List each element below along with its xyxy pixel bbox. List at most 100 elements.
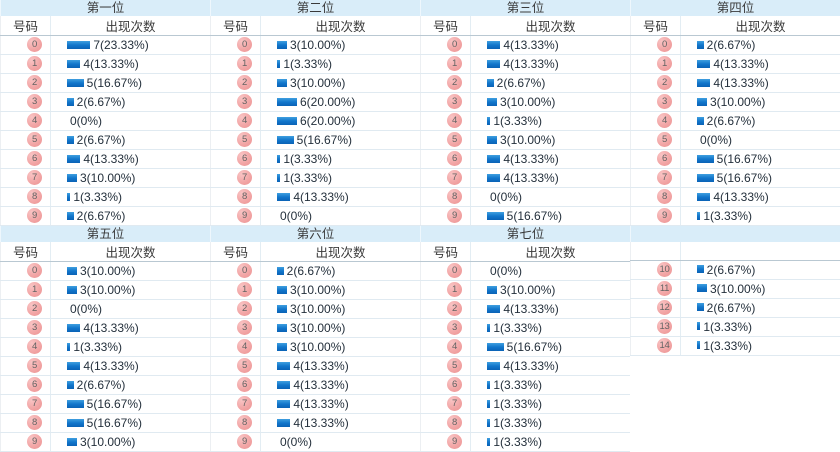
count-cell: 5(16.67%) (51, 395, 211, 414)
number-ball: 0 (27, 37, 42, 52)
count-cell: 1(3.33%) (681, 207, 840, 226)
frequency-bar (487, 98, 497, 106)
column-header-number: 号码 (211, 242, 261, 262)
column-header-count: 出现次数 (51, 242, 211, 262)
number-ball: 2 (237, 75, 252, 90)
count-cell: 3(10.00%) (51, 433, 211, 452)
frequency-bar (67, 212, 74, 220)
frequency-bar (67, 343, 70, 351)
number-cell: 4 (1, 112, 51, 131)
count-cell: 1(3.33%) (261, 150, 421, 169)
column-header-row: 号码出现次数 (211, 242, 421, 262)
frequency-count-label: 0(0%) (70, 302, 102, 316)
frequency-count-label: 4(13.33%) (503, 359, 558, 373)
number-ball: 4 (237, 339, 252, 354)
number-cell: 8 (421, 188, 471, 207)
frequency-count-label: 5(16.67%) (507, 340, 562, 354)
number-ball: 5 (27, 132, 42, 147)
frequency-bar (487, 381, 490, 389)
number-ball: 8 (447, 415, 462, 430)
number-ball: 1 (447, 56, 462, 71)
number-ball: 8 (237, 415, 252, 430)
frequency-count-label: 3(10.00%) (80, 264, 135, 278)
column-header-count: 出现次数 (471, 242, 631, 262)
count-cell: 5(16.67%) (51, 414, 211, 433)
count-cell: 0(0%) (471, 262, 631, 281)
count-cell: 1(3.33%) (681, 336, 840, 355)
number-ball: 13 (657, 319, 672, 334)
column-header-row: 号码出现次数 (1, 242, 211, 262)
frequency-bar (67, 136, 74, 144)
frequency-count-label: 2(6.67%) (707, 262, 756, 276)
count-cell: 0(0%) (261, 433, 421, 452)
number-ball: 2 (27, 301, 42, 316)
count-cell: 2(6.67%) (681, 298, 840, 317)
number-ball: 8 (657, 189, 672, 204)
frequency-bar (697, 41, 704, 49)
frequency-count-label: 4(13.33%) (293, 416, 348, 430)
number-ball: 2 (657, 75, 672, 90)
number-ball: 14 (657, 338, 672, 353)
number-cell: 8 (211, 414, 261, 433)
number-ball: 4 (447, 113, 462, 128)
frequency-bar (67, 60, 80, 68)
frequency-bar (487, 305, 500, 313)
number-cell: 9 (211, 433, 261, 452)
number-cell: 3 (421, 93, 471, 112)
count-cell: 5(16.67%) (51, 74, 211, 93)
frequency-count-label: 3(10.00%) (80, 283, 135, 297)
frequency-count-label: 4(13.33%) (503, 57, 558, 71)
number-cell: 0 (631, 36, 681, 55)
number-ball: 0 (447, 263, 462, 278)
number-ball: 7 (27, 396, 42, 411)
count-cell: 1(3.33%) (681, 317, 840, 336)
count-cell: 1(3.33%) (471, 395, 631, 414)
number-ball: 7 (657, 170, 672, 185)
number-cell: 14 (631, 336, 681, 355)
section-title: 第六位 (210, 226, 420, 242)
count-cell: 3(10.00%) (471, 131, 631, 150)
number-cell: 10 (631, 260, 681, 279)
column-header-number: 号码 (1, 16, 51, 36)
frequency-bar (67, 362, 80, 370)
column-header-count: 出现次数 (471, 16, 631, 36)
section-title: 第一位 (0, 0, 210, 16)
count-cell: 1(3.33%) (51, 188, 211, 207)
column-header-row: 号码出现次数 (421, 16, 631, 36)
count-cell: 7(23.33%) (51, 36, 211, 55)
number-cell: 8 (211, 188, 261, 207)
number-cell: 5 (421, 131, 471, 150)
number-cell: 7 (1, 169, 51, 188)
frequency-count-label: 5(16.67%) (87, 416, 142, 430)
number-ball: 3 (237, 320, 252, 335)
number-cell: 6 (421, 150, 471, 169)
frequency-bar (277, 381, 290, 389)
frequency-bar (277, 117, 297, 125)
number-ball: 9 (237, 434, 252, 449)
number-ball: 7 (447, 170, 462, 185)
frequency-bar (277, 41, 287, 49)
number-cell: 5 (1, 131, 51, 150)
section-title: 第七位 (420, 226, 630, 242)
column-header-row (631, 242, 840, 260)
number-ball: 10 (657, 262, 672, 277)
count-cell: 2(6.67%) (471, 74, 631, 93)
table-row: 0 7(23.33%) (1, 36, 211, 55)
